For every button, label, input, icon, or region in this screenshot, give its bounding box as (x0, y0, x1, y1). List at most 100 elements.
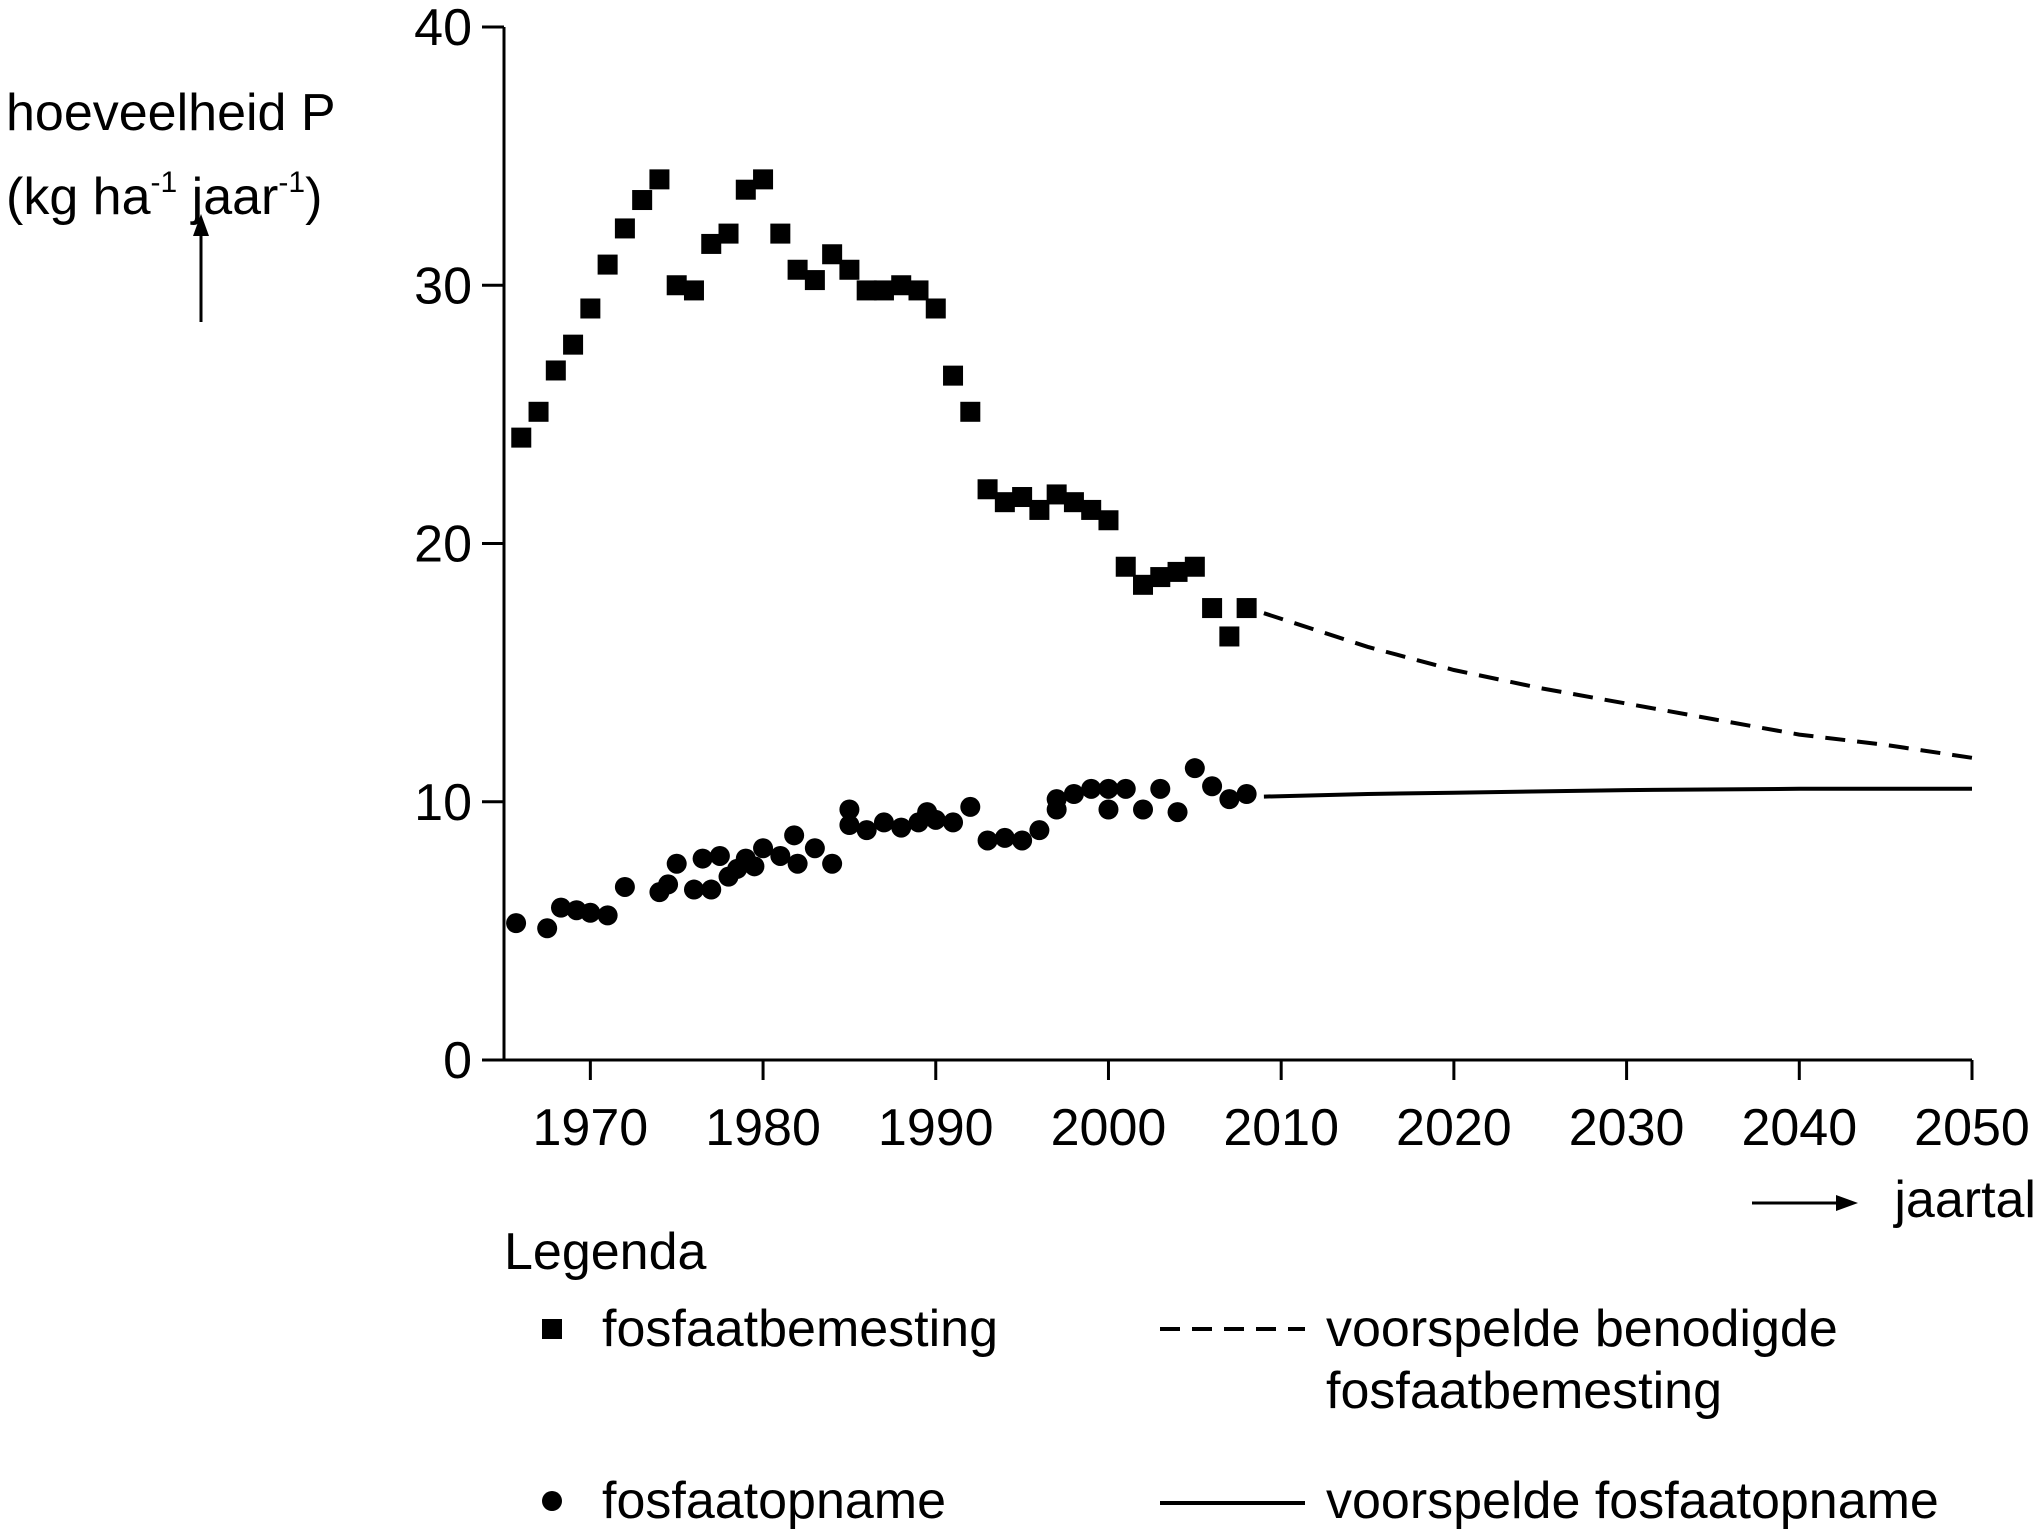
data-point-square (994, 492, 1015, 513)
data-point-circle (614, 876, 635, 897)
y-axis-label-line1: hoeveelheid P (6, 84, 336, 142)
data-point-circle (977, 830, 998, 851)
x-axis-arrow-icon (1752, 1195, 1858, 1211)
data-point-square (1167, 561, 1188, 582)
data-point-circle (692, 848, 713, 869)
data-point-circle (753, 838, 774, 859)
data-point-square (925, 298, 946, 319)
data-point-circle (787, 853, 808, 874)
x-tick-label: 2030 (1569, 1099, 1685, 1157)
legend-label-voorspelde-benodigde: voorspelde benodigde fosfaatbemesting (1326, 1298, 1838, 1422)
data-point-circle (856, 820, 877, 841)
data-point-circle (1046, 789, 1067, 810)
y-tick-label: 10 (414, 774, 472, 832)
data-point-circle (666, 853, 687, 874)
data-point-circle (1081, 778, 1102, 799)
data-point-circle (701, 879, 722, 900)
data-point-circle (1115, 778, 1136, 799)
data-point-square (597, 254, 618, 275)
data-point-square (683, 280, 704, 301)
data-point-circle (873, 812, 894, 833)
data-point-circle (1098, 799, 1119, 820)
data-point-square (873, 280, 894, 301)
legend-square-icon (542, 1319, 562, 1339)
legend-label-voorspelde-fosfaatopname: voorspelde fosfaatopname (1326, 1472, 1939, 1530)
y-tick-label: 0 (443, 1032, 472, 1090)
data-point-circle (1012, 830, 1033, 851)
legend-circle-icon (542, 1491, 562, 1511)
data-point-circle (822, 853, 843, 874)
data-point-square (960, 401, 981, 422)
legend-markers (542, 1319, 1305, 1511)
predicted-fertilization-line (1263, 611, 1973, 760)
data-point-square (787, 259, 808, 280)
data-marks (506, 169, 1973, 939)
data-point-square (632, 190, 653, 211)
y-tick-label: 40 (414, 0, 472, 57)
data-point-square (1115, 556, 1136, 577)
data-point-square (1063, 492, 1084, 513)
data-point-square (804, 270, 825, 291)
data-point-circle (709, 845, 730, 866)
data-point-square (1202, 598, 1223, 619)
x-tick-label: 2020 (1396, 1099, 1512, 1157)
data-point-square (1150, 567, 1171, 588)
data-point-square (735, 179, 756, 200)
data-point-square (908, 280, 929, 301)
data-point-circle (943, 812, 964, 833)
data-point-square (528, 401, 549, 422)
data-point-square (1236, 598, 1257, 619)
data-point-circle (744, 856, 765, 877)
y-tick-label: 20 (414, 516, 472, 574)
data-point-square (977, 479, 998, 500)
data-point-circle (1202, 776, 1223, 797)
data-point-square (770, 223, 791, 244)
data-point-circle (1150, 778, 1171, 799)
x-tick-label: 1990 (878, 1099, 994, 1157)
legend-label-dashed-line2: fosfaatbemesting (1326, 1362, 1723, 1420)
data-point-circle (925, 809, 946, 830)
data-point-square (753, 169, 774, 190)
legend-label-dashed-line1: voorspelde benodigde (1326, 1300, 1838, 1358)
data-point-circle (1184, 758, 1205, 779)
data-point-circle (839, 814, 860, 835)
data-point-circle (1236, 784, 1257, 805)
data-point-circle (506, 913, 527, 934)
legend-label-fosfaatbemesting: fosfaatbemesting (602, 1300, 999, 1358)
x-tick-label: 2050 (1914, 1099, 2030, 1157)
data-point-square (649, 169, 670, 190)
y-tick-label: 30 (414, 257, 472, 315)
x-tick-label: 1980 (705, 1099, 821, 1157)
data-point-circle (1063, 784, 1084, 805)
data-point-circle (891, 817, 912, 838)
data-point-square (580, 298, 601, 319)
data-point-square (943, 365, 964, 386)
data-point-circle (784, 825, 805, 846)
data-point-square (822, 244, 843, 265)
y-axis-label-line2: (kg ha-1 jaar-1) (6, 166, 323, 226)
data-point-square (1046, 484, 1067, 505)
data-point-square (701, 233, 722, 254)
data-point-circle (597, 905, 618, 926)
data-point-square (666, 275, 687, 296)
data-point-square (891, 275, 912, 296)
data-point-circle (537, 918, 558, 939)
axes (482, 25, 1974, 1080)
data-point-circle (770, 845, 791, 866)
data-point-circle (1029, 820, 1050, 841)
data-point-square (1184, 556, 1205, 577)
data-point-circle (658, 874, 679, 895)
data-point-square (1012, 487, 1033, 508)
data-point-square (1029, 499, 1050, 520)
y-axis-arrow-icon (193, 214, 209, 322)
data-point-square (563, 334, 584, 355)
data-point-circle (994, 827, 1015, 848)
data-point-circle (1098, 778, 1119, 799)
data-point-square (511, 427, 532, 448)
x-tick-label: 2000 (1051, 1099, 1167, 1157)
x-axis-label: jaartal (1894, 1171, 2036, 1229)
y-axis-label: hoeveelheid P (kg ha-1 jaar-1) (6, 78, 336, 232)
data-point-circle (1167, 802, 1188, 823)
data-point-circle (550, 897, 571, 918)
